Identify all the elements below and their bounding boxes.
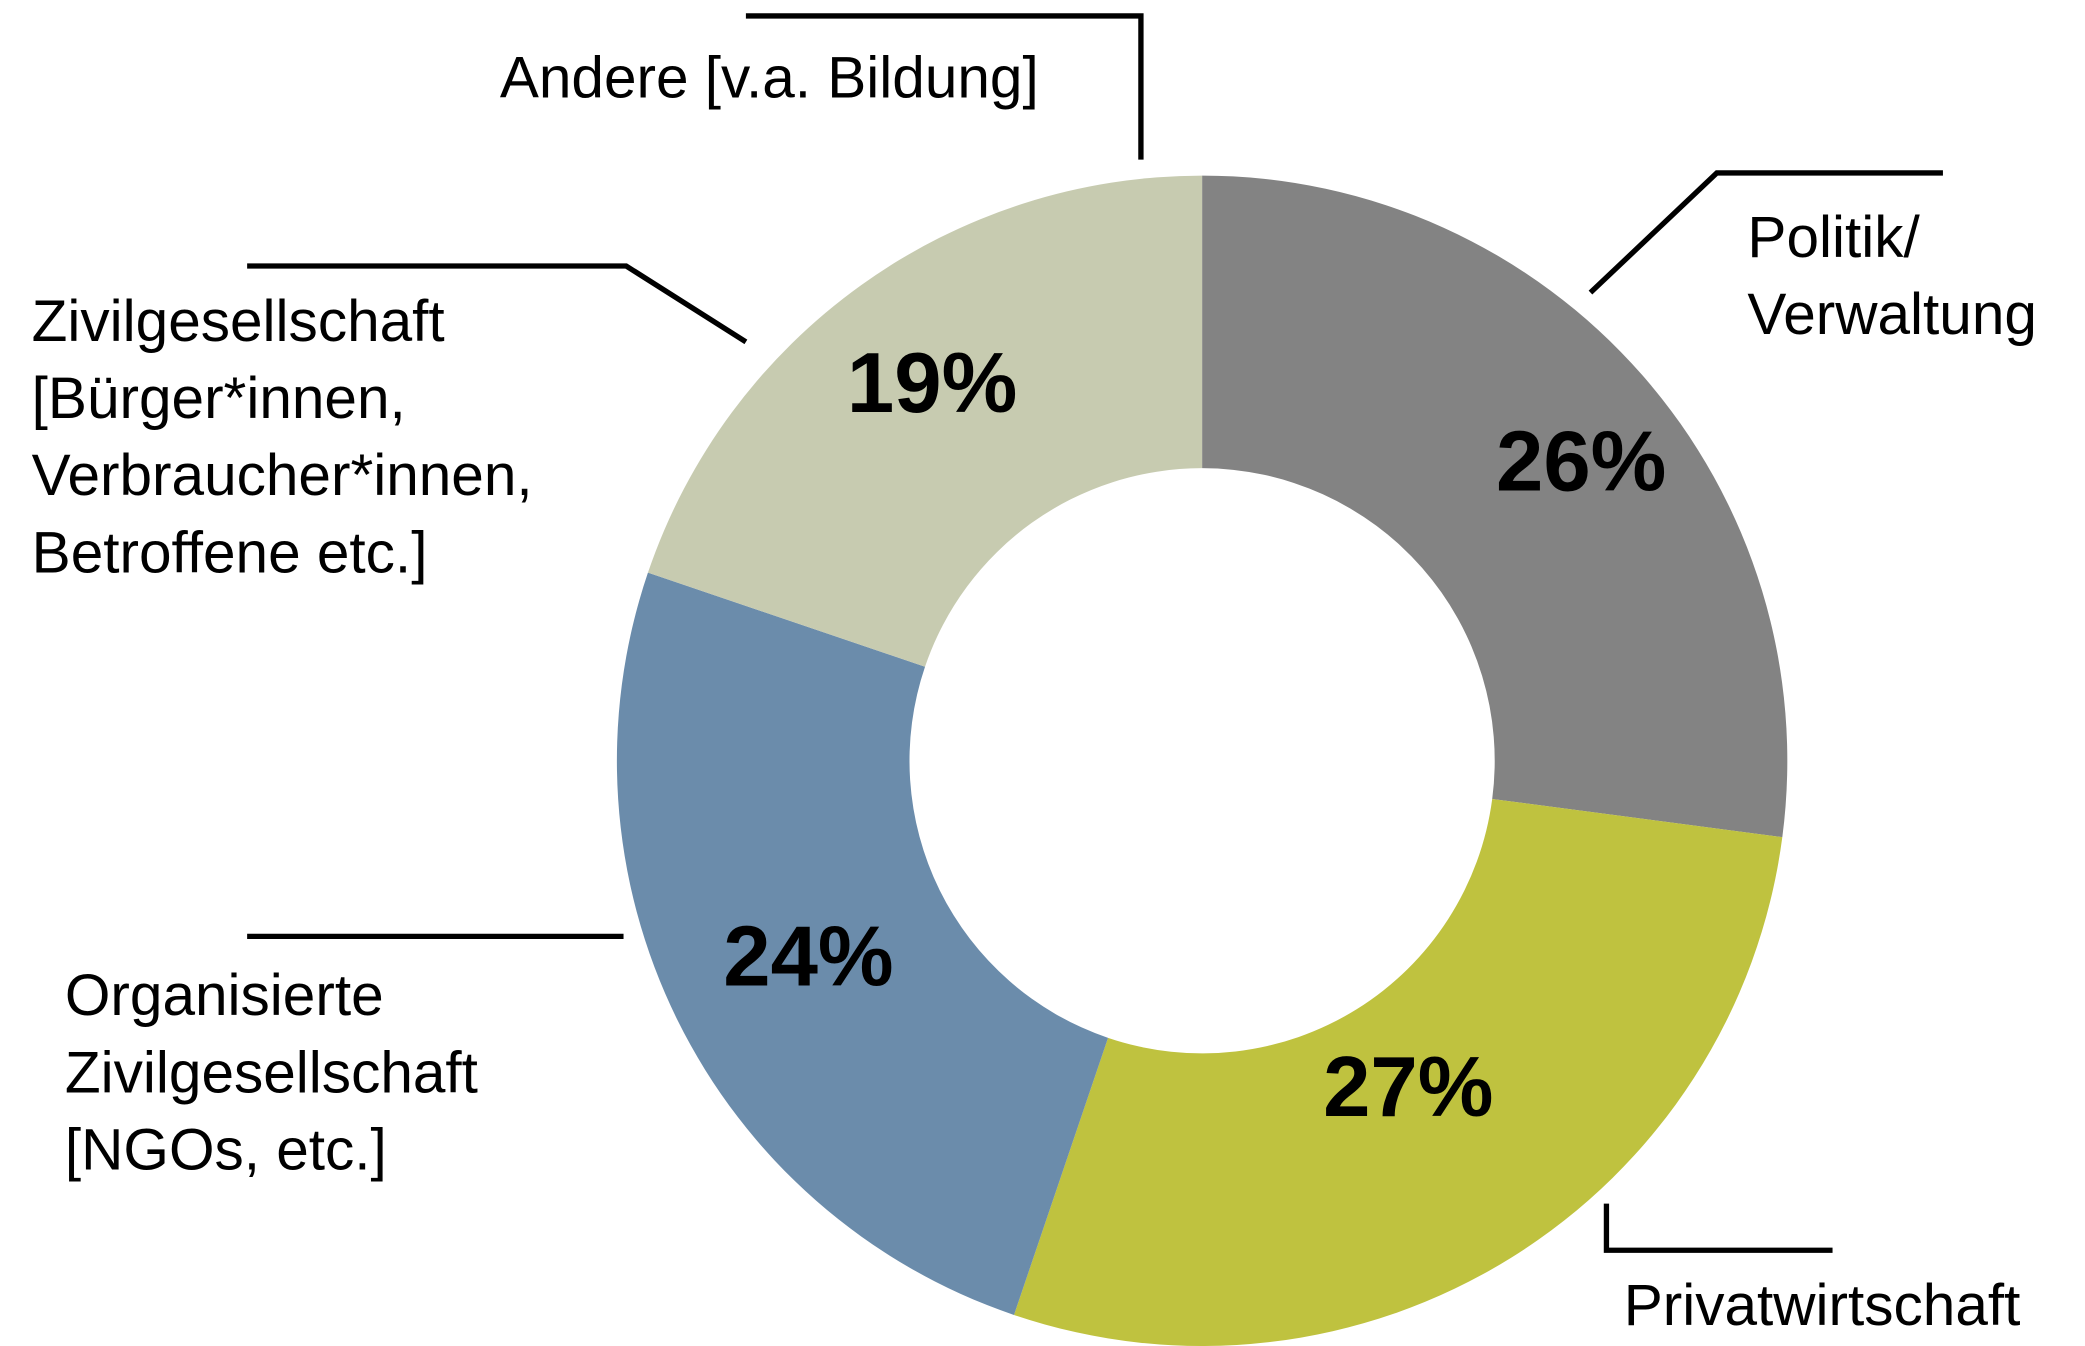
label-line: Andere [v.a. Bildung] [500, 46, 1039, 111]
label-line: Zivilgesellschaft [65, 1041, 478, 1106]
category-label: Andere [v.a. Bildung] [500, 46, 1039, 111]
slices [616, 175, 1788, 1346]
label-line: Politik/ [1747, 206, 1920, 271]
slice [647, 175, 1203, 667]
leader-lines [247, 13, 1943, 1253]
label-line: Verwaltung [1747, 283, 2037, 348]
label-line: Zivilgesellschaft [32, 289, 445, 354]
label-line: [NGOs, etc.] [65, 1118, 387, 1183]
leader-line [247, 263, 748, 345]
label-line: Privatwirtschaft [1624, 1274, 2021, 1339]
label-line: Betroffene etc.] [32, 521, 428, 586]
value-label: 26% [1496, 415, 1666, 510]
leader-line [1588, 170, 1943, 295]
label-line: Organisierte [65, 964, 384, 1029]
category-label: Politik/Verwaltung [1747, 206, 2037, 348]
leader-line [745, 13, 1144, 160]
category-label: Organisierte Zivilgesellschaft [NGOs, etc.… [65, 964, 478, 1183]
label-line: [Bürger*innen, [32, 366, 406, 431]
leader-line [1603, 1203, 1833, 1253]
value-label: 24% [723, 909, 893, 1004]
slice [616, 572, 1109, 1315]
value-label: 27% [1323, 1040, 1493, 1135]
category-label: Zivilgesellschaft [Bürger*innen, Verbrauch… [32, 289, 533, 585]
label-line: Verbraucher*innen, [32, 444, 533, 509]
slice [1202, 175, 1788, 838]
value-label: 19% [847, 336, 1017, 431]
category-label: Privatwirtschaft [1624, 1274, 2021, 1339]
slice [1013, 798, 1783, 1346]
